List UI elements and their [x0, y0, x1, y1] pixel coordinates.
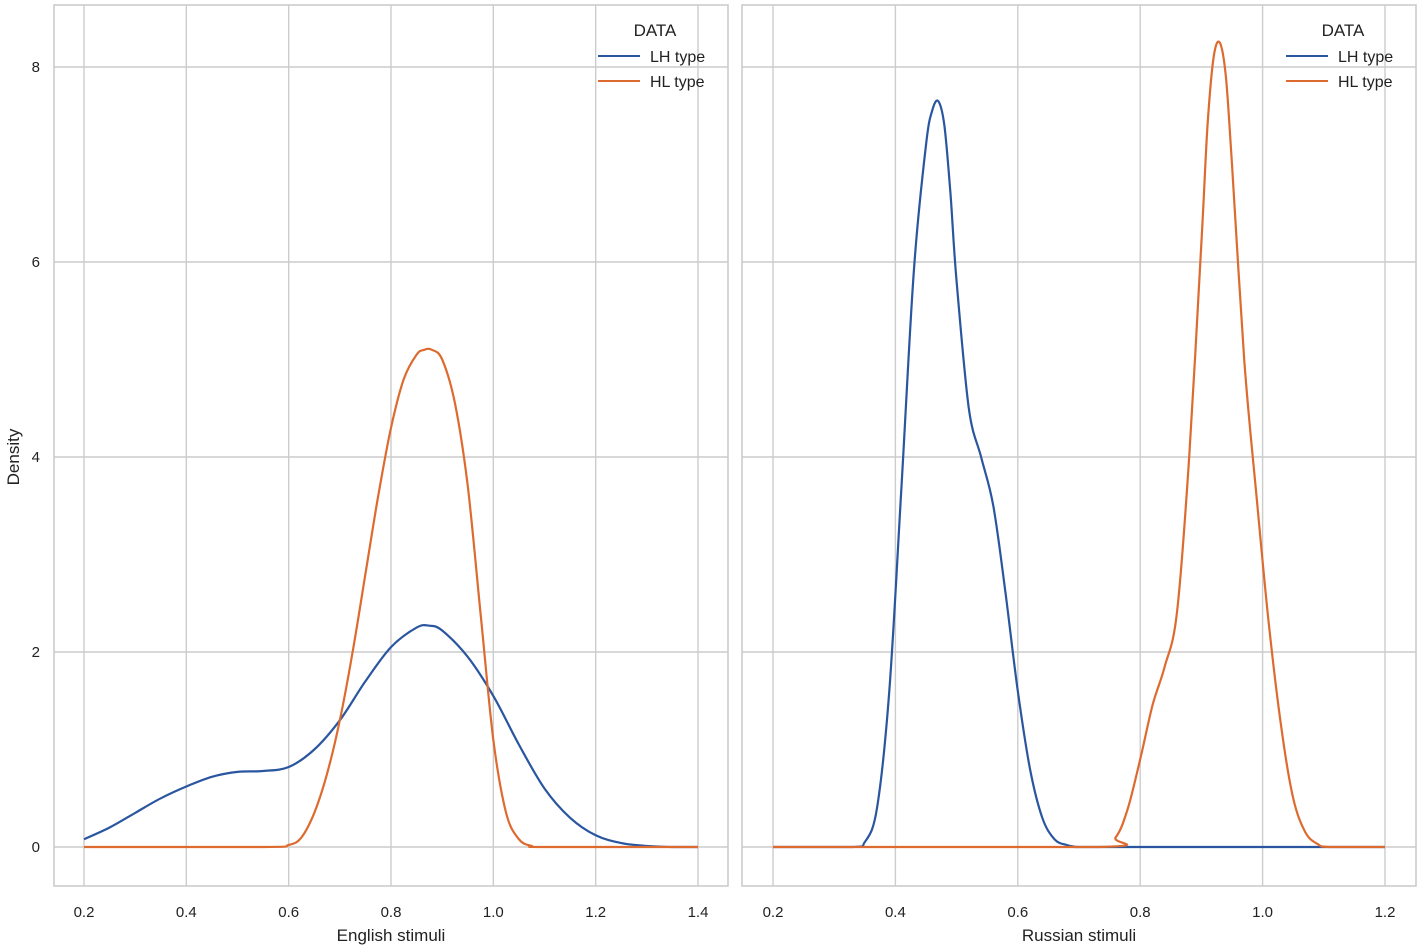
x-tick-label: 0.6	[1007, 904, 1028, 921]
x-tick-label: 0.6	[278, 904, 299, 921]
hl-type-density-curve	[773, 40, 1385, 849]
english-panel: 0.2 0.4 0.6 0.8 1.0 1.2 1.4 0 2 4 6 8 English stim…	[32, 4, 729, 945]
english-x-axis-label: English stimuli	[337, 926, 446, 945]
russian-legend: DATA LH type HL type	[1286, 21, 1393, 91]
x-tick-label: 0.4	[885, 904, 906, 921]
y-tick-label: 4	[32, 449, 40, 466]
english-axes-frame	[53, 4, 729, 887]
english-legend-title: DATA	[634, 21, 677, 40]
hl-type-density-curve	[84, 347, 698, 849]
russian-panel: 0.2 0.4 0.6 0.8 1.0 1.2 Russian stimuli DATA …	[741, 4, 1417, 945]
english-gridlines	[54, 5, 728, 886]
x-tick-label: 0.2	[74, 904, 95, 921]
english-legend-lh: LH type	[650, 49, 705, 66]
x-tick-label: 1.4	[688, 904, 709, 921]
english-curves	[83, 347, 698, 849]
russian-legend-title: DATA	[1322, 21, 1365, 40]
x-tick-label: 0.8	[1130, 904, 1151, 921]
russian-x-ticks: 0.2 0.4 0.6 0.8 1.0 1.2	[763, 904, 1396, 921]
russian-gridlines	[742, 5, 1416, 886]
x-tick-label: 1.0	[483, 904, 504, 921]
russian-x-axis-label: Russian stimuli	[1022, 926, 1136, 945]
russian-legend-lh: LH type	[1338, 49, 1393, 66]
x-tick-label: 1.2	[1375, 904, 1396, 921]
x-tick-label: 0.2	[763, 904, 784, 921]
lh-type-density-curve	[773, 99, 1385, 849]
english-legend-hl: HL type	[650, 74, 705, 91]
lh-type-density-curve	[83, 624, 698, 849]
y-axis-label: Density	[4, 428, 23, 485]
x-tick-label: 0.8	[381, 904, 402, 921]
x-tick-label: 1.0	[1252, 904, 1273, 921]
x-tick-label: 0.4	[176, 904, 197, 921]
english-y-ticks: 0 2 4 6 8	[32, 59, 40, 856]
english-x-ticks: 0.2 0.4 0.6 0.8 1.0 1.2 1.4	[74, 904, 709, 921]
x-tick-label: 1.2	[585, 904, 606, 921]
y-tick-label: 2	[32, 644, 40, 661]
russian-curves	[773, 40, 1385, 849]
y-tick-label: 8	[32, 59, 40, 76]
russian-axes-frame	[741, 4, 1417, 887]
english-legend: DATA LH type HL type	[598, 21, 705, 91]
russian-legend-hl: HL type	[1338, 74, 1393, 91]
y-tick-label: 6	[32, 254, 40, 271]
y-tick-label: 0	[32, 839, 40, 856]
